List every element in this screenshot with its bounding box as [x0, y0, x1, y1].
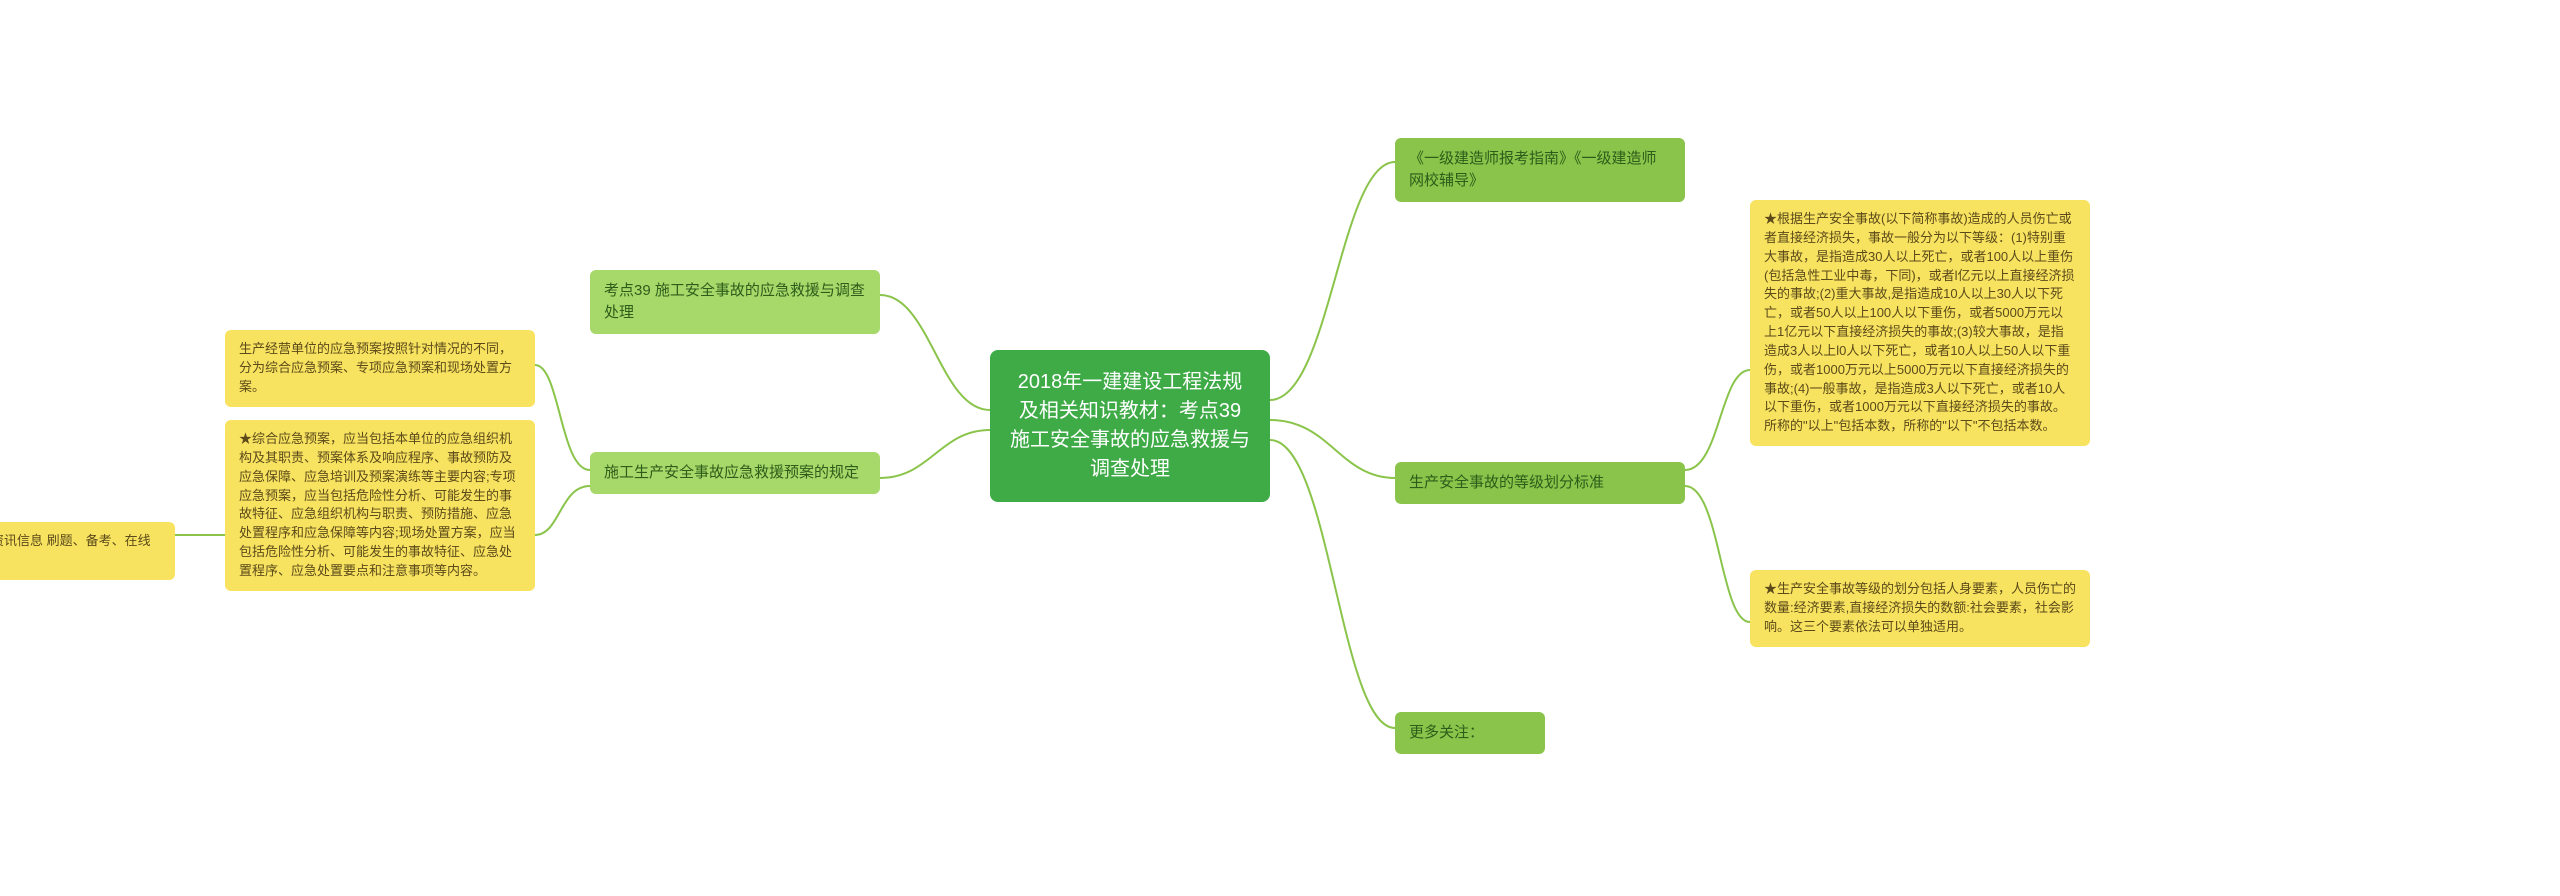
right-top-node: 《一级建造师报考指南》《一级建造师网校辅导》 [1395, 138, 1685, 202]
right-mid-child-1: ★根据生产安全事故(以下简称事故)造成的人员伤亡或者直接经济损失，事故一般分为以… [1750, 200, 2090, 446]
left-leaf: 获取一建资讯信息 刷题、备考、在线模考 [0, 522, 175, 580]
root-node: 2018年一建建设工程法规及相关知识教材：考点39 施工安全事故的应急救援与调查… [990, 350, 1270, 502]
left-top-node: 考点39 施工安全事故的应急救援与调查处理 [590, 270, 880, 334]
right-mid-node: 生产安全事故的等级划分标准 [1395, 462, 1685, 504]
right-bottom-node: 更多关注： [1395, 712, 1545, 754]
left-mid-child-1: 生产经营单位的应急预案按照针对情况的不同，分为综合应急预案、专项应急预案和现场处… [225, 330, 535, 407]
right-mid-child-2: ★生产安全事故等级的划分包括人身要素，人员伤亡的数量:经济要素,直接经济损失的数… [1750, 570, 2090, 647]
left-mid-node: 施工生产安全事故应急救援预案的规定 [590, 452, 880, 494]
left-mid-child-2: ★综合应急预案，应当包括本单位的应急组织机构及其职责、预案体系及响应程序、事故预… [225, 420, 535, 591]
